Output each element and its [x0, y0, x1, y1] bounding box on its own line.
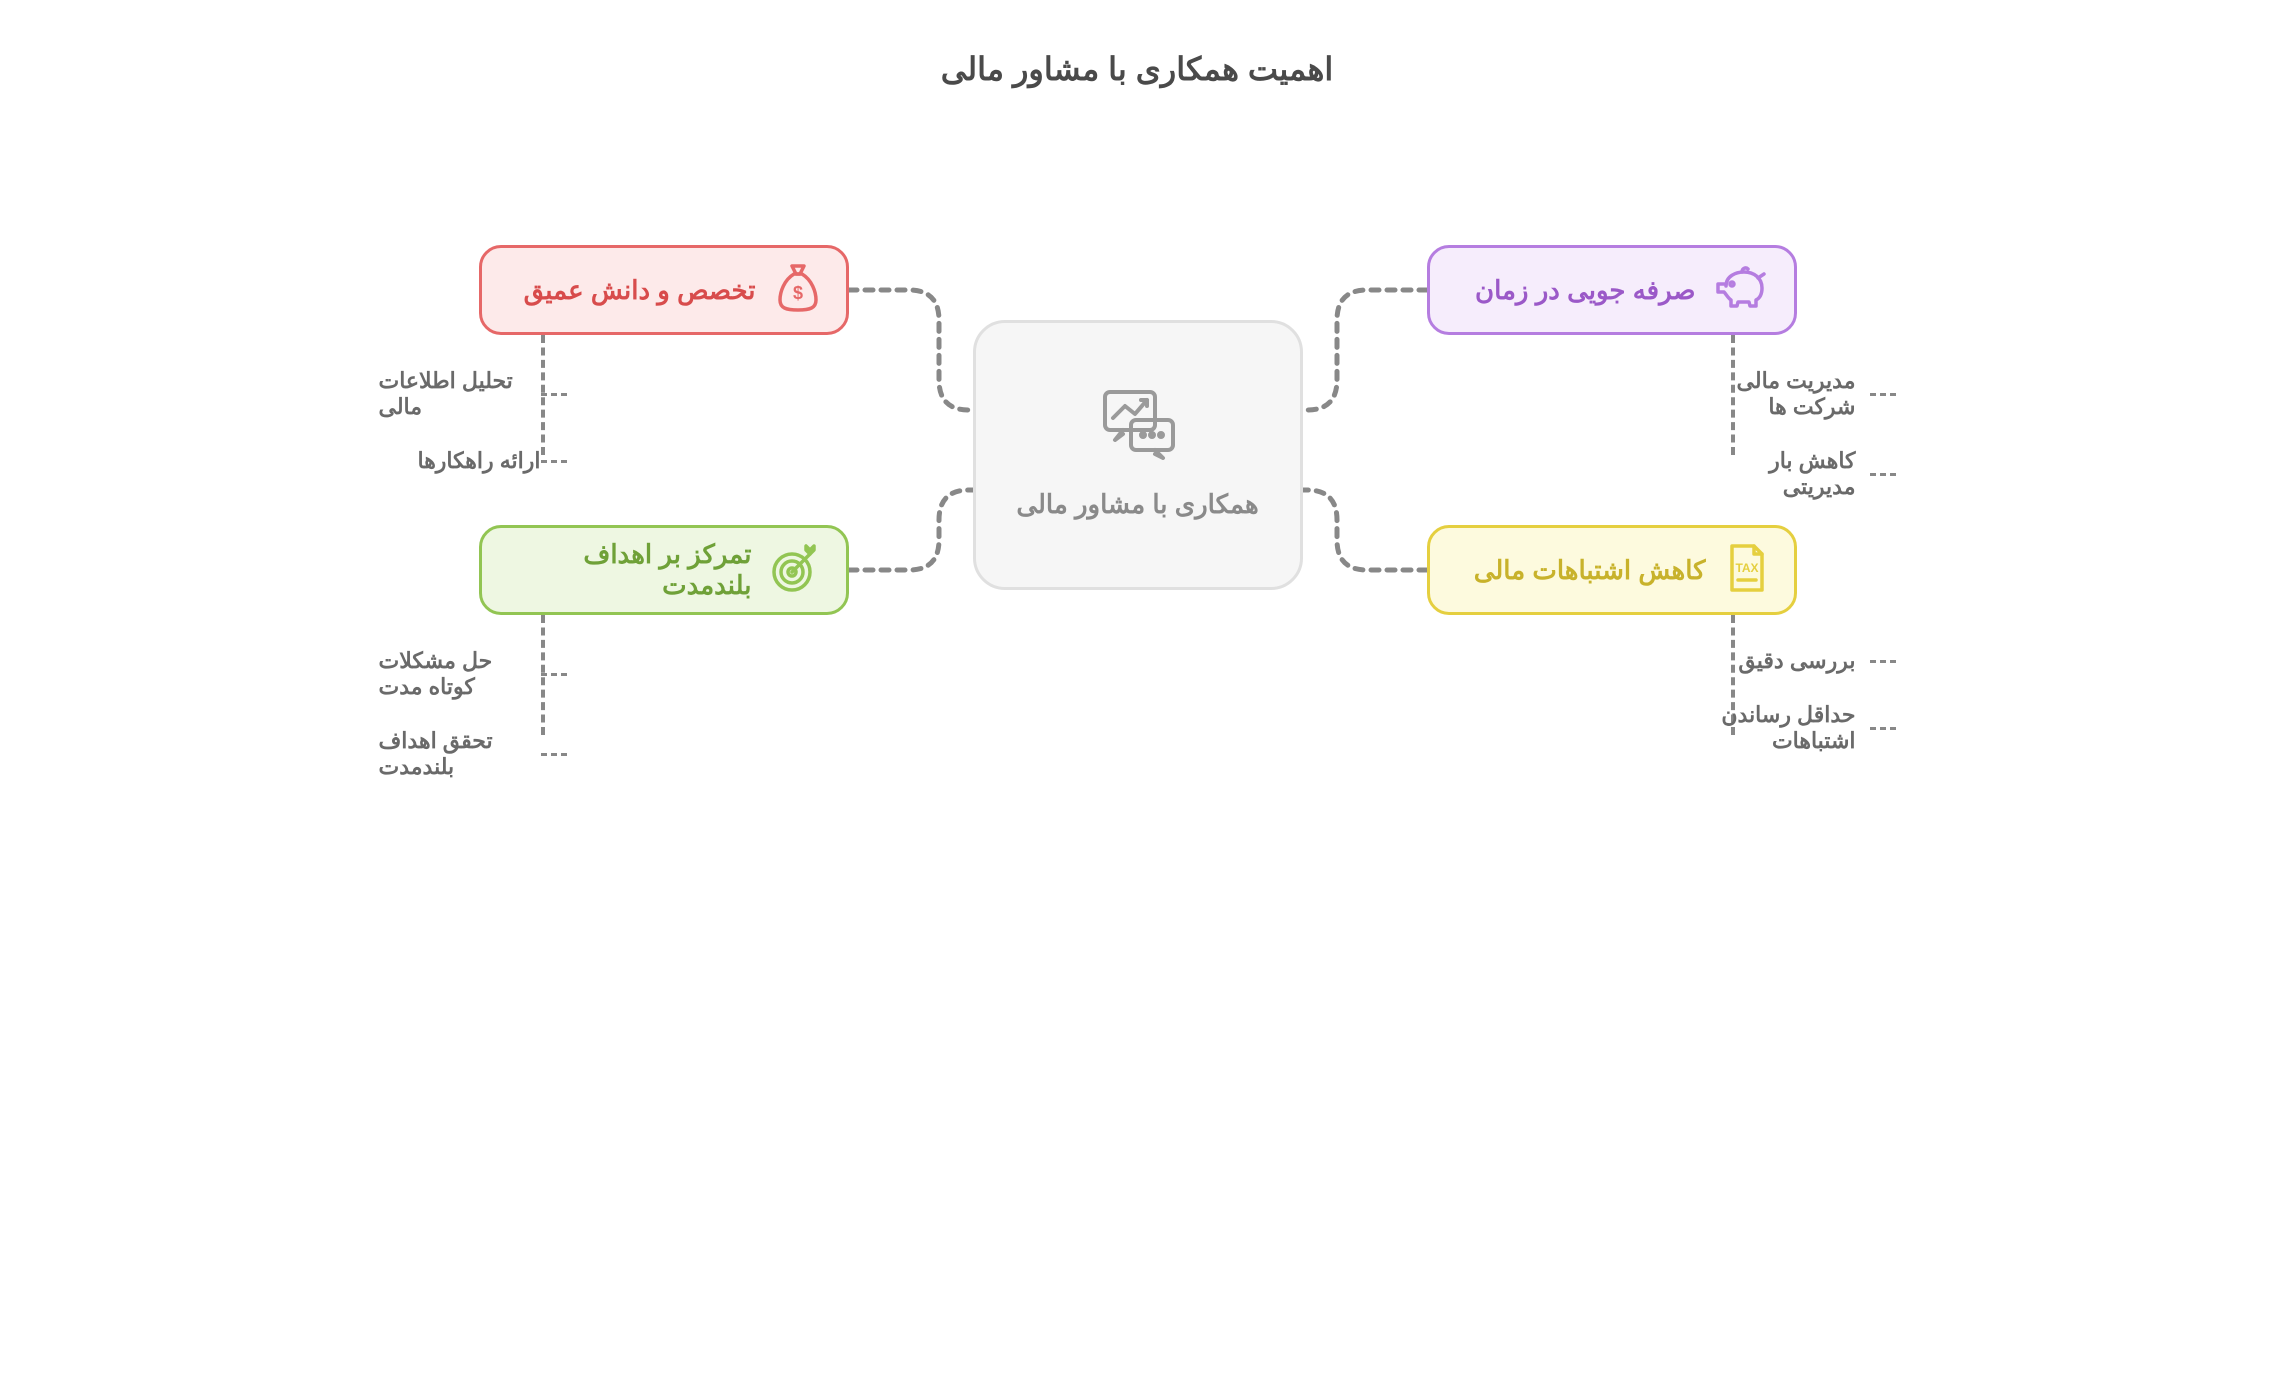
bullet-dash: [541, 393, 567, 396]
bullet-dash: [541, 460, 567, 463]
node-long-term: تمرکز بر اهداف بلندمدت: [479, 525, 849, 615]
tax-doc-icon: TAX: [1724, 542, 1770, 599]
bullet-item: مدیریت مالی شرکت ها: [1697, 368, 1896, 420]
chat-chart-icon: [1093, 386, 1183, 471]
bullet-item: حداقل رساندن اشتباهات: [1697, 702, 1896, 754]
bullet-dash: [1870, 660, 1896, 663]
bullet-item: تحلیل اطلاعات مالی: [379, 368, 581, 420]
node-reduce-errors: TAX کاهش اشتباهات مالی: [1427, 525, 1797, 615]
money-bag-icon: $: [774, 262, 822, 319]
bullet-text: مدیریت مالی شرکت ها: [1697, 368, 1856, 420]
bullets-long-term: حل مشکلات کوتاه مدت تحقق اهداف بلندمدت: [379, 648, 581, 808]
target-icon: [770, 542, 822, 599]
center-node: همکاری با مشاور مالی: [973, 320, 1303, 590]
bullet-dash: [1870, 393, 1896, 396]
node-time-saving: صرفه جویی در زمان: [1427, 245, 1797, 335]
bullet-text: تحلیل اطلاعات مالی: [379, 368, 541, 420]
bullet-item: بررسی دقیق: [1697, 648, 1896, 674]
diagram-canvas: اهمیت همکاری با مشاور مالی: [379, 0, 1896, 916]
diagram-title: اهمیت همکاری با مشاور مالی: [941, 50, 1334, 88]
bullet-text: کاهش بار مدیریتی: [1697, 448, 1856, 500]
bullet-dash: [541, 753, 567, 756]
node-label: تمرکز بر اهداف بلندمدت: [506, 539, 752, 601]
bullets-reduce-errors: بررسی دقیق حداقل رساندن اشتباهات: [1697, 648, 1896, 782]
bullet-dash: [1870, 473, 1896, 476]
bullet-text: حداقل رساندن اشتباهات: [1697, 702, 1856, 754]
node-label: کاهش اشتباهات مالی: [1474, 555, 1706, 586]
node-label: صرفه جویی در زمان: [1475, 275, 1696, 306]
bullet-text: ارائه راهکارها: [418, 448, 541, 474]
bullet-dash: [1870, 727, 1896, 730]
bullet-text: حل مشکلات کوتاه مدت: [379, 648, 541, 700]
node-label: تخصص و دانش عمیق: [524, 275, 756, 306]
bullet-dash: [541, 673, 567, 676]
center-label: همکاری با مشاور مالی: [1016, 485, 1258, 524]
bullet-item: ارائه راهکارها: [379, 448, 581, 474]
svg-text:TAX: TAX: [1735, 561, 1758, 575]
node-expertise: $ تخصص و دانش عمیق: [479, 245, 849, 335]
bullets-time-saving: مدیریت مالی شرکت ها کاهش بار مدیریتی: [1697, 368, 1896, 528]
bullet-text: تحقق اهداف بلندمدت: [379, 728, 541, 780]
bullet-item: کاهش بار مدیریتی: [1697, 448, 1896, 500]
bullet-text: بررسی دقیق: [1738, 648, 1855, 674]
piggy-bank-icon: [1714, 264, 1770, 317]
bullets-expertise: تحلیل اطلاعات مالی ارائه راهکارها: [379, 368, 581, 502]
svg-text:$: $: [792, 283, 802, 303]
bullet-item: حل مشکلات کوتاه مدت: [379, 648, 581, 700]
bullet-item: تحقق اهداف بلندمدت: [379, 728, 581, 780]
